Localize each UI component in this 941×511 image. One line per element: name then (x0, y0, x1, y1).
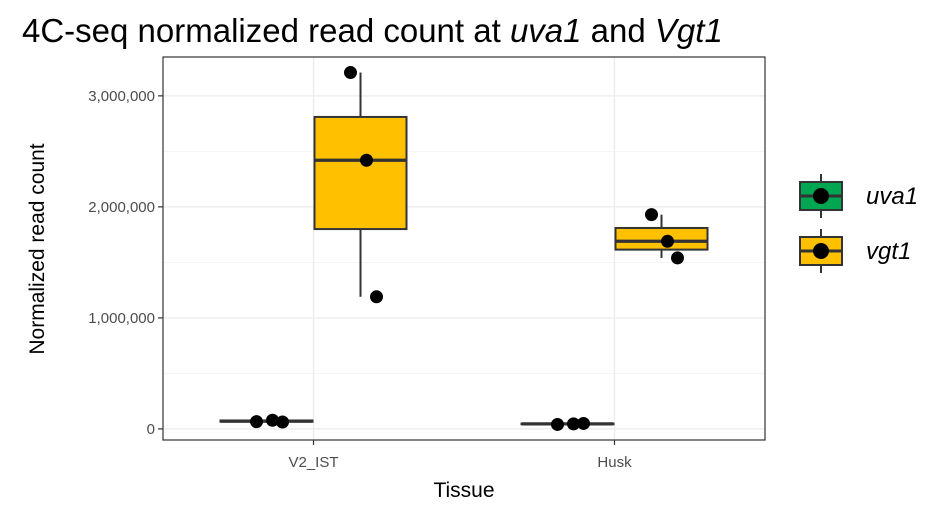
data-point-uva1 (551, 417, 564, 431)
data-point-vgt1 (344, 66, 357, 80)
box-vgt1-V2_IST (313, 72, 408, 297)
data-point-uva1 (276, 415, 289, 429)
chart-title-gene1: uva1 (510, 12, 582, 49)
y-tick-label: 0 (147, 421, 155, 438)
data-point-vgt1 (360, 153, 373, 167)
data-point-uva1 (577, 416, 590, 430)
x-tick-label: V2_IST (288, 454, 338, 471)
legend-label: uva1 (866, 183, 918, 210)
box-body (313, 115, 408, 231)
data-point-uva1 (266, 413, 279, 427)
legend-item-uva1: uva1 (799, 174, 918, 218)
legend-key-point (813, 188, 829, 204)
data-point-uva1 (250, 415, 263, 429)
y-axis-title: Normalized read count (26, 143, 49, 354)
chart-title: 4C-seq normalized read count at uva1 and… (22, 12, 723, 49)
chart-title-prefix: 4C-seq normalized read count at (22, 12, 510, 49)
legend-item-vgt1: vgt1 (799, 229, 911, 273)
legend: uva1 vgt1 (799, 174, 918, 273)
legend-key-point (813, 243, 829, 259)
x-tick-label: Husk (597, 454, 632, 471)
data-point-vgt1 (370, 290, 383, 304)
y-tick-label: 1,000,000 (88, 310, 155, 327)
plot-panel-border (162, 56, 766, 441)
box-marks (219, 66, 709, 431)
x-axis: V2_IST Husk (288, 440, 632, 471)
y-tick-label: 2,000,000 (88, 199, 155, 216)
x-axis-title: Tissue (433, 479, 494, 502)
y-axis: 0 1,000,000 2,000,000 3,000,000 (88, 88, 163, 438)
y-tick-label: 3,000,000 (88, 88, 155, 105)
chart-title-joiner: and (582, 12, 655, 49)
chart-title-gene2: Vgt1 (655, 12, 723, 49)
legend-label: vgt1 (866, 238, 911, 265)
data-point-vgt1 (671, 251, 684, 265)
data-point-uva1 (567, 417, 580, 431)
data-point-vgt1 (661, 234, 674, 248)
data-point-vgt1 (645, 208, 658, 222)
